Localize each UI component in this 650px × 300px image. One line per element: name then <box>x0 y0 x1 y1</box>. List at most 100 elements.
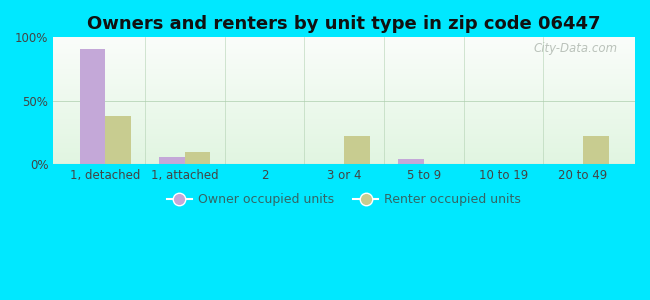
Legend: Owner occupied units, Renter occupied units: Owner occupied units, Renter occupied un… <box>162 188 526 211</box>
Bar <box>53 150 635 151</box>
Bar <box>53 142 635 143</box>
Bar <box>53 134 635 135</box>
Bar <box>53 44 635 45</box>
Bar <box>53 87 635 88</box>
Bar <box>53 59 635 60</box>
Bar <box>344 136 370 164</box>
Bar <box>53 94 635 95</box>
Bar <box>53 122 635 123</box>
Bar <box>53 102 635 103</box>
Bar <box>53 101 635 102</box>
Bar <box>53 147 635 148</box>
Bar <box>53 124 635 125</box>
Bar <box>53 74 635 75</box>
Bar <box>53 69 635 70</box>
Bar <box>53 131 635 132</box>
Bar <box>53 99 635 100</box>
Bar <box>53 111 635 112</box>
Bar <box>53 118 635 119</box>
Bar <box>53 146 635 147</box>
Bar <box>53 161 635 162</box>
Bar <box>53 86 635 87</box>
Bar <box>53 95 635 96</box>
Bar <box>53 108 635 109</box>
Bar <box>53 144 635 145</box>
Bar <box>53 51 635 52</box>
Bar <box>53 139 635 140</box>
Bar <box>53 158 635 159</box>
Bar <box>53 156 635 157</box>
Bar <box>53 162 635 163</box>
Bar <box>53 163 635 164</box>
Bar <box>105 116 131 164</box>
Bar <box>53 67 635 68</box>
Bar <box>53 40 635 41</box>
Bar <box>53 57 635 58</box>
Bar <box>53 58 635 59</box>
Bar <box>53 114 635 115</box>
Bar <box>53 117 635 118</box>
Bar <box>53 98 635 99</box>
Bar <box>53 55 635 56</box>
Bar <box>53 65 635 66</box>
Bar <box>53 130 635 131</box>
Bar <box>53 70 635 71</box>
Bar <box>53 46 635 47</box>
Bar <box>53 68 635 69</box>
Bar <box>53 128 635 129</box>
Bar <box>53 72 635 73</box>
Bar <box>53 103 635 104</box>
Bar <box>53 152 635 153</box>
Bar <box>53 82 635 83</box>
Bar <box>53 148 635 149</box>
Bar <box>53 143 635 144</box>
Bar <box>53 62 635 63</box>
Bar <box>53 50 635 51</box>
Bar <box>53 104 635 105</box>
Bar <box>53 71 635 72</box>
Bar <box>53 145 635 146</box>
Bar <box>53 113 635 114</box>
Bar <box>53 40 635 41</box>
Bar <box>53 153 635 154</box>
Bar <box>53 154 635 155</box>
Bar <box>53 88 635 89</box>
Bar <box>53 78 635 79</box>
Bar <box>53 107 635 108</box>
Bar <box>80 49 105 164</box>
Bar <box>53 112 635 113</box>
Bar <box>53 93 635 94</box>
Bar <box>53 106 635 107</box>
Bar <box>583 136 608 164</box>
Bar <box>53 97 635 98</box>
Bar <box>53 140 635 141</box>
Bar <box>53 90 635 91</box>
Bar <box>53 81 635 82</box>
Bar <box>53 135 635 136</box>
Bar <box>53 132 635 133</box>
Bar <box>53 133 635 134</box>
Bar <box>53 109 635 110</box>
Bar <box>53 105 635 106</box>
Bar <box>159 157 185 164</box>
Bar <box>185 152 211 164</box>
Bar <box>53 76 635 77</box>
Bar <box>53 60 635 61</box>
Bar <box>53 37 635 38</box>
Bar <box>53 84 635 85</box>
Bar <box>53 96 635 97</box>
Bar <box>53 54 635 55</box>
Bar <box>53 125 635 126</box>
Bar <box>53 63 635 64</box>
Bar <box>53 43 635 44</box>
Bar <box>53 47 635 48</box>
Bar <box>53 45 635 46</box>
Bar <box>53 116 635 117</box>
Bar <box>53 149 635 150</box>
Bar <box>53 61 635 62</box>
Bar <box>53 138 635 139</box>
Bar <box>53 77 635 78</box>
Bar <box>53 92 635 93</box>
Bar <box>53 155 635 156</box>
Bar <box>53 64 635 65</box>
